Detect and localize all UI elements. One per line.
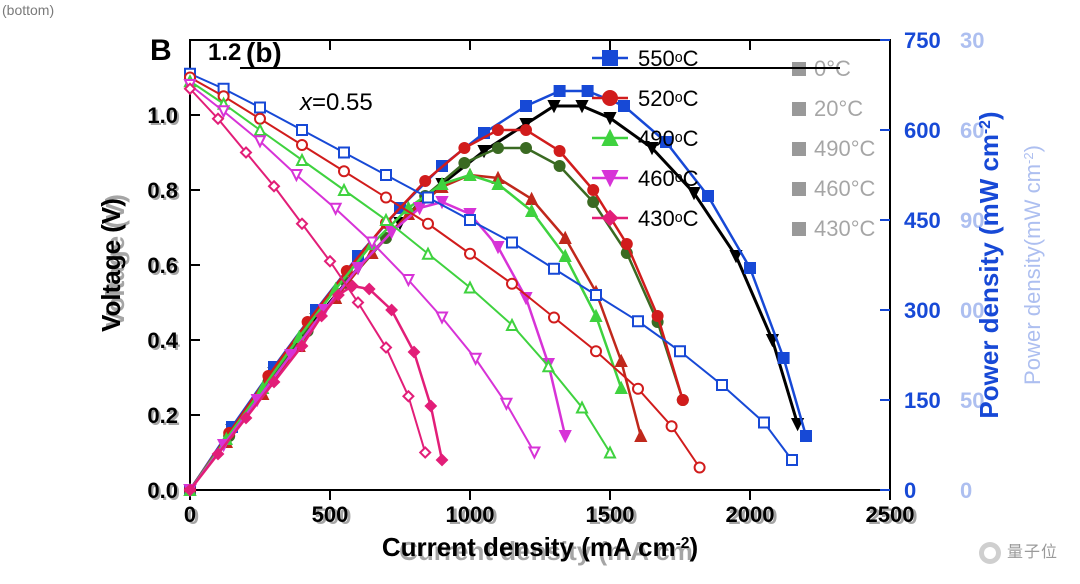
svg-text:Power density(mW cm-2): Power density(mW cm-2) bbox=[1020, 145, 1045, 385]
svg-text:Voltage (V): Voltage (V) bbox=[96, 198, 126, 332]
svg-text:520oC: 520oC bbox=[638, 86, 699, 111]
svg-text:0.6: 0.6 bbox=[147, 253, 178, 278]
svg-text:1.2: 1.2 bbox=[208, 39, 241, 66]
svg-text:490oC: 490oC bbox=[638, 126, 699, 151]
svg-text:Current density (mA cm-2): Current density (mA cm-2) bbox=[382, 532, 698, 562]
svg-text:20°C: 20°C bbox=[814, 96, 863, 121]
svg-text:Power density (mW cm-2): Power density (mW cm-2) bbox=[974, 111, 1004, 418]
svg-text:550oC: 550oC bbox=[638, 46, 699, 71]
svg-text:460oC: 460oC bbox=[638, 166, 699, 191]
svg-text:0: 0 bbox=[184, 502, 196, 527]
svg-text:490°C: 490°C bbox=[814, 136, 876, 161]
svg-text:430oC: 430oC bbox=[638, 206, 699, 231]
svg-text:500: 500 bbox=[312, 502, 349, 527]
svg-text:0: 0 bbox=[960, 478, 972, 503]
svg-text:150: 150 bbox=[904, 388, 941, 413]
svg-text:1.0: 1.0 bbox=[147, 103, 178, 128]
svg-text:2000: 2000 bbox=[726, 502, 775, 527]
watermark: 量子位 bbox=[979, 538, 1058, 564]
svg-text:1500: 1500 bbox=[586, 502, 635, 527]
svg-text:30: 30 bbox=[960, 28, 984, 53]
svg-text:B: B bbox=[150, 34, 172, 67]
svg-text:460°C: 460°C bbox=[814, 176, 876, 201]
svg-text:2500: 2500 bbox=[866, 502, 915, 527]
svg-text:0: 0 bbox=[904, 478, 916, 503]
svg-text:0°C: 0°C bbox=[814, 56, 851, 81]
svg-text:600: 600 bbox=[904, 118, 941, 143]
svg-text:430°C: 430°C bbox=[814, 216, 876, 241]
svg-text:1000: 1000 bbox=[446, 502, 495, 527]
svg-text:750: 750 bbox=[904, 28, 941, 53]
chart: 0050050010001000150015002000200025002500… bbox=[0, 0, 1080, 584]
svg-text:x=0.55: x=0.55 bbox=[299, 89, 373, 116]
watermark-text: 量子位 bbox=[1007, 544, 1058, 561]
svg-text:0.4: 0.4 bbox=[147, 328, 178, 353]
svg-text:0.2: 0.2 bbox=[147, 403, 178, 428]
svg-text:(b): (b) bbox=[246, 37, 282, 68]
wechat-icon bbox=[979, 542, 1001, 564]
svg-text:0.8: 0.8 bbox=[147, 178, 178, 203]
svg-text:0.0: 0.0 bbox=[147, 478, 178, 503]
svg-text:300: 300 bbox=[904, 298, 941, 323]
svg-text:450: 450 bbox=[904, 208, 941, 233]
